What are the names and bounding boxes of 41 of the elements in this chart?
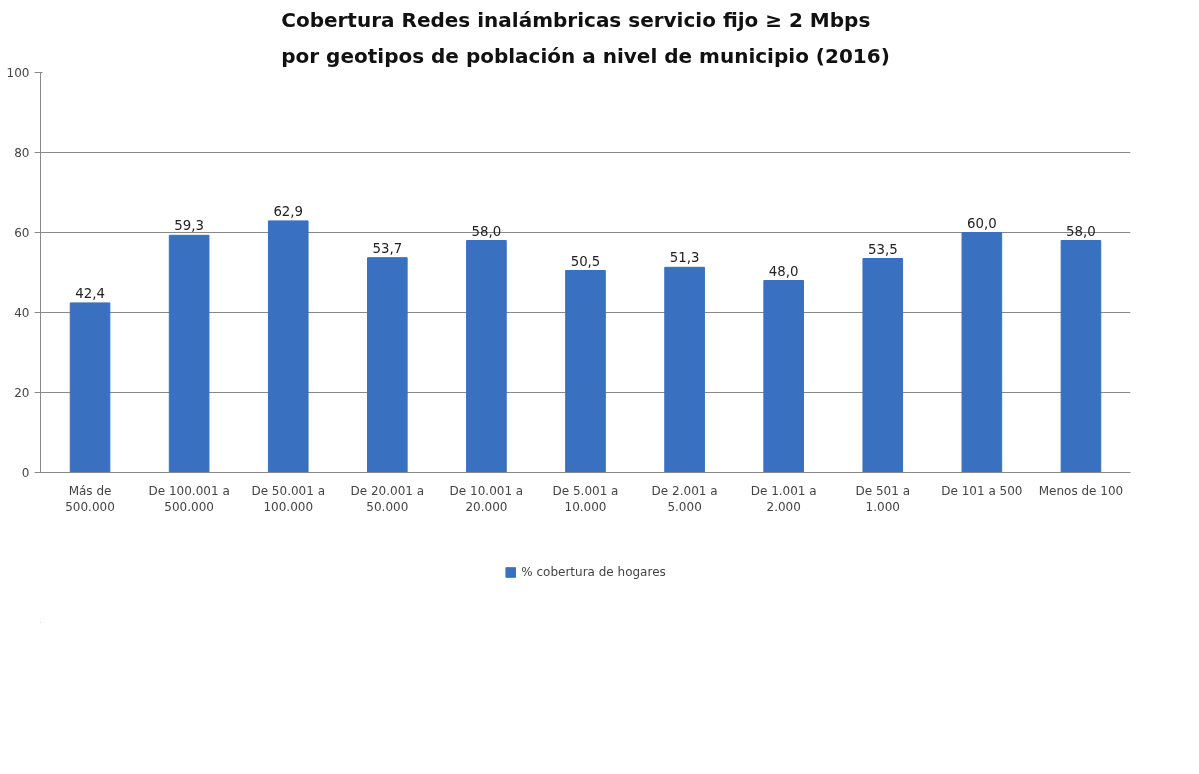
- y-tick-label: 20: [14, 386, 30, 400]
- y-tick-label: 40: [14, 306, 30, 320]
- x-tick-label: De 10.001 a 20.000: [449, 483, 524, 515]
- chart-title: Cobertura Redes inalámbricas servicio fijo ≥ 2 Mbps por geotipos de población a nivel de municipio (2016): [281, 7, 890, 68]
- bar: [69, 302, 111, 473]
- bar: [763, 280, 804, 473]
- x-tick-label: De 101 a 500: [941, 483, 1023, 498]
- data-label: 58,0: [1066, 223, 1096, 239]
- bar: [367, 257, 408, 473]
- x-tick-label: De 20.001 a 50.000: [350, 483, 425, 515]
- bar: [664, 266, 705, 473]
- x-tick-label: De 100.001 a 500.000: [148, 483, 230, 515]
- bar: [961, 232, 1003, 473]
- x-tick-label: De 1.001 a 2.000: [750, 483, 817, 515]
- data-label: 60,0: [967, 215, 997, 231]
- data-label: 59,3: [174, 218, 204, 234]
- x-tick-label: De 501 a 1.000: [855, 483, 911, 515]
- data-label: 51,3: [669, 250, 700, 266]
- data-label: 53,5: [867, 241, 898, 257]
- data-label: 62,9: [273, 203, 304, 219]
- bar: [1060, 240, 1102, 473]
- bar: [168, 234, 210, 473]
- x-tick-label: Menos de 100: [1038, 483, 1124, 498]
- data-label: 50,5: [570, 253, 601, 269]
- bar: [862, 258, 904, 473]
- x-tick-label: De 5.001 a 10.000: [552, 483, 619, 515]
- bar: [267, 220, 309, 473]
- y-tick-label: 100: [6, 66, 30, 80]
- legend-label: % cobertura de hogares: [521, 565, 666, 579]
- data-label: 53,7: [372, 240, 403, 256]
- y-tick-label: 0: [21, 466, 30, 480]
- bar: [466, 240, 507, 473]
- y-tick-label: 80: [14, 146, 30, 160]
- x-tick-label: De 2.001 a 5.000: [651, 483, 718, 515]
- data-label: 48,0: [768, 263, 799, 279]
- x-tick-label: De 50.001 a 100.000: [251, 483, 326, 515]
- data-label: 58,0: [471, 223, 502, 239]
- y-tick-label: 60: [14, 226, 30, 240]
- bar: [565, 270, 606, 473]
- data-label: 42,4: [75, 285, 105, 301]
- x-tick-label: Más de 500.000: [65, 483, 115, 515]
